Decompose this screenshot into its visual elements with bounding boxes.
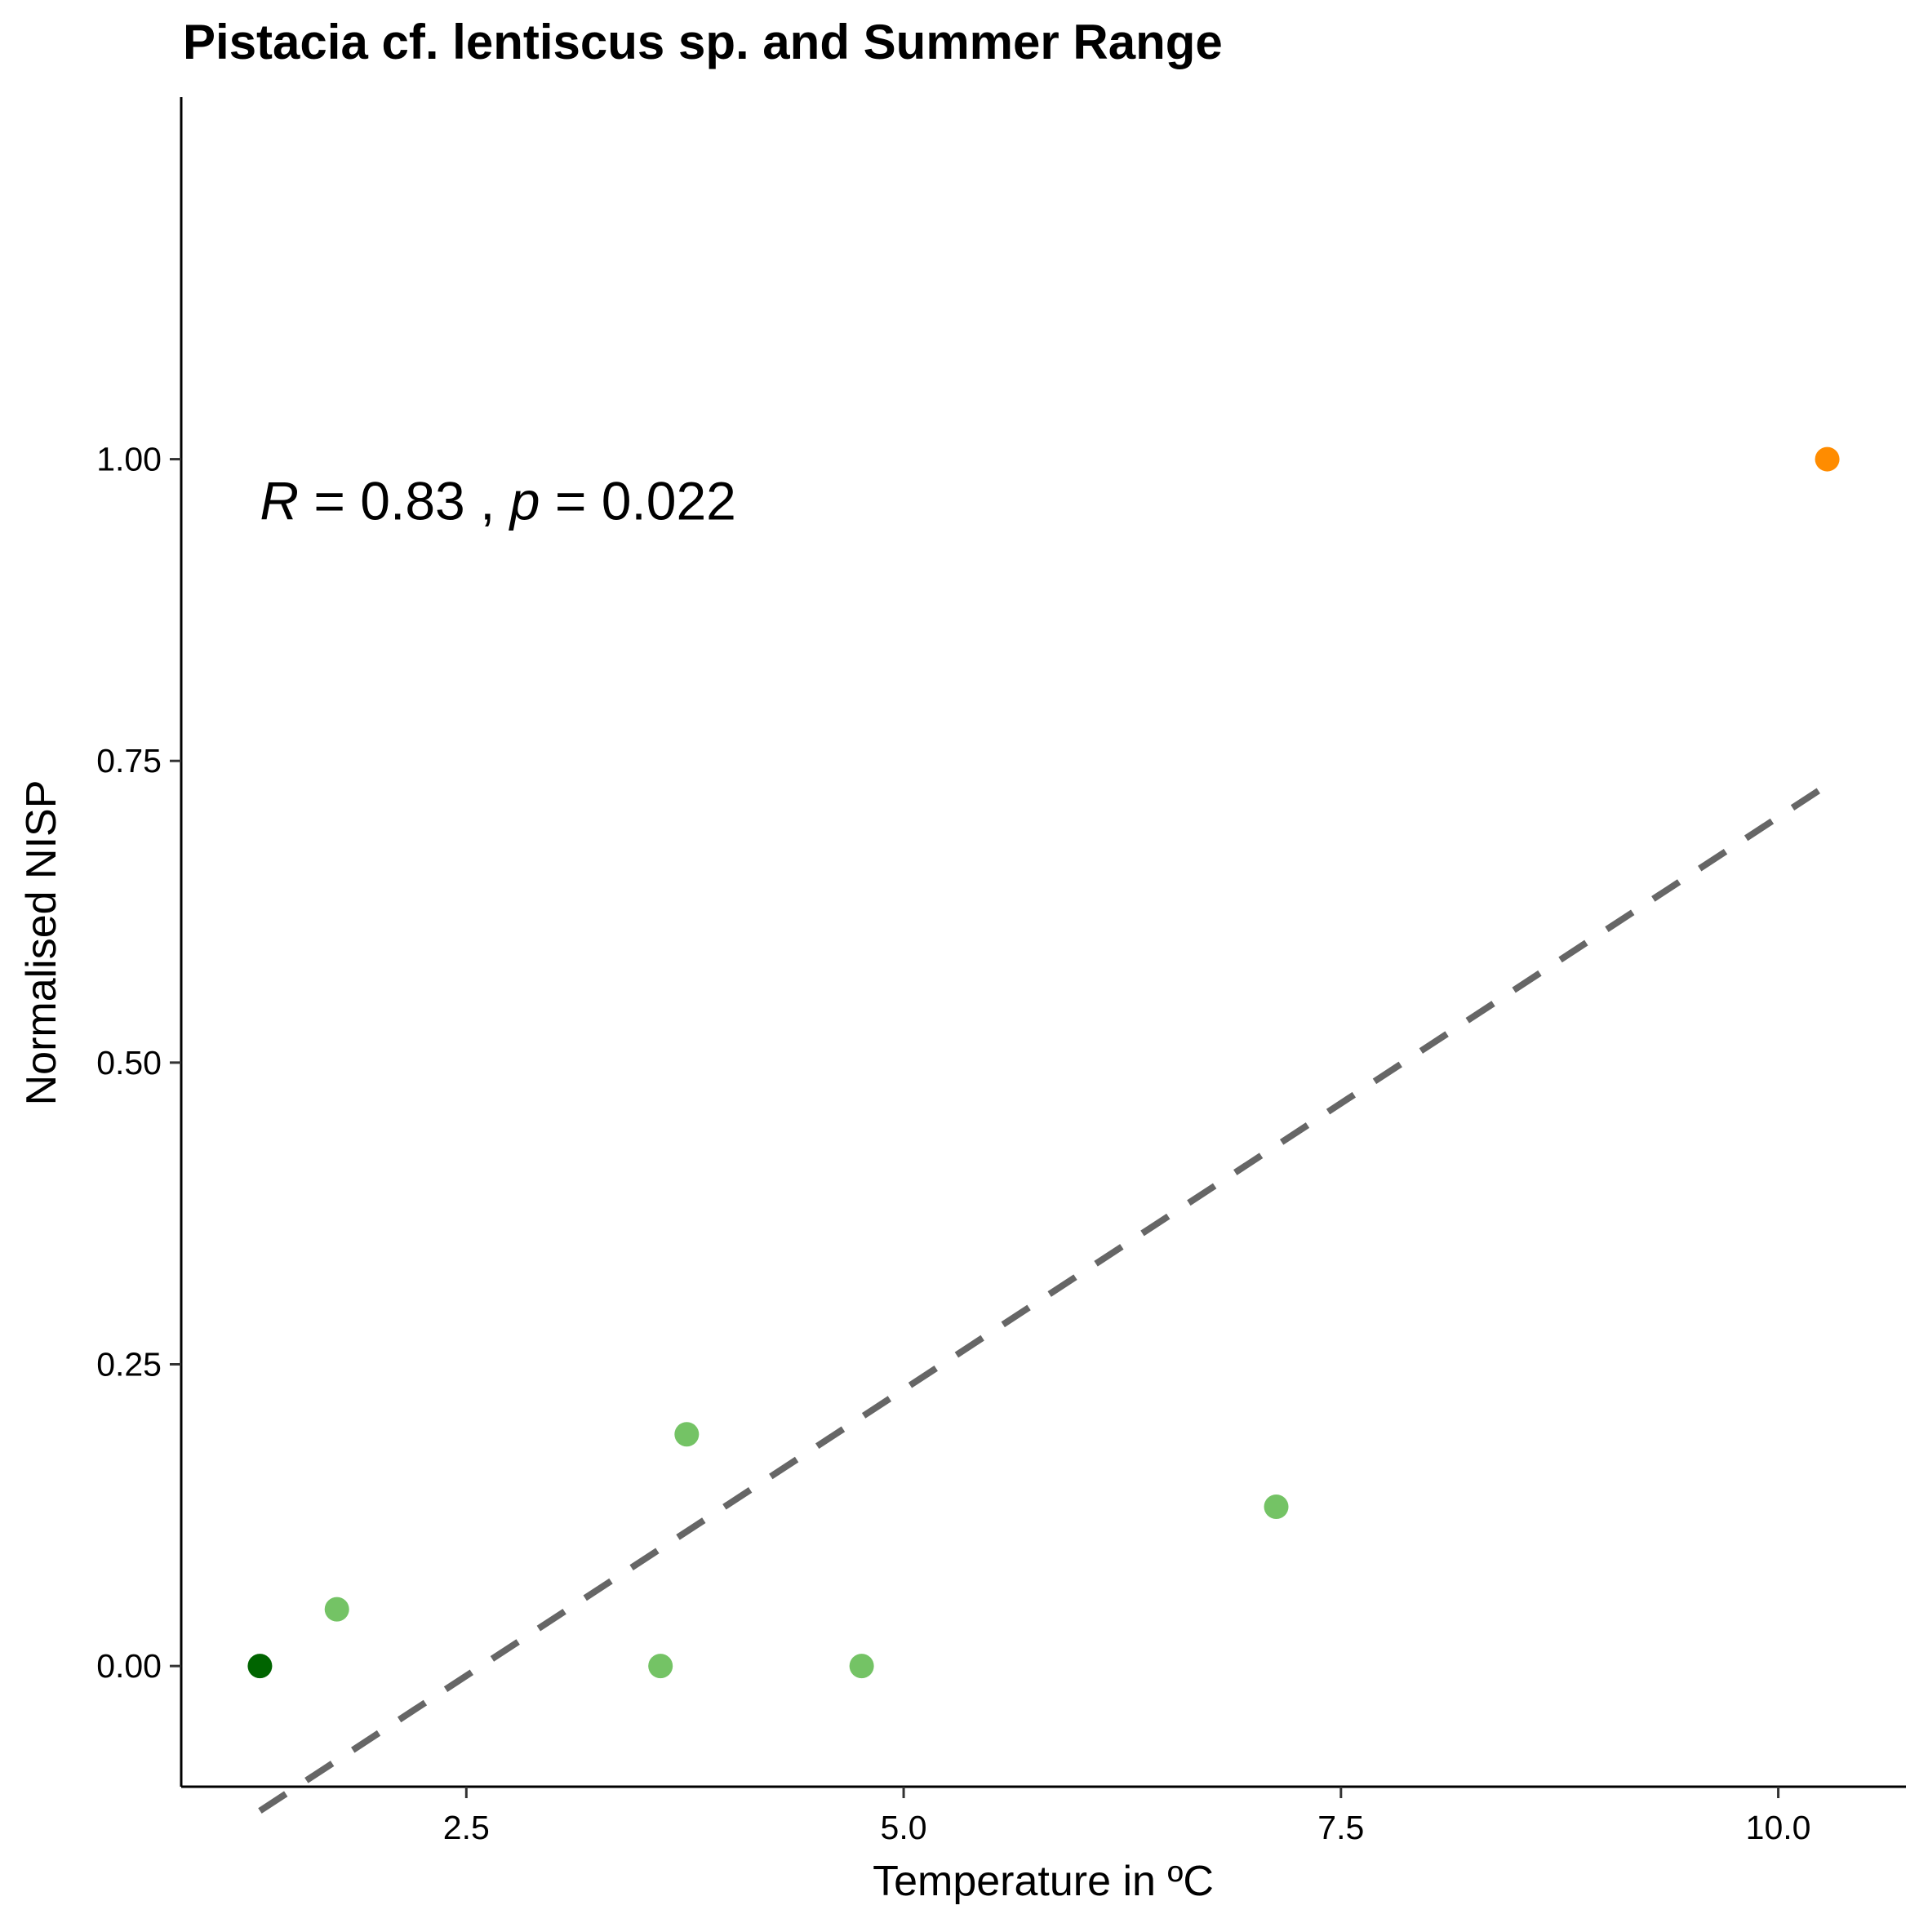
data-point bbox=[674, 1422, 700, 1447]
y-tick-label: 0.50 bbox=[96, 1044, 162, 1081]
p-value: = 0.022 bbox=[540, 470, 736, 531]
data-point bbox=[324, 1597, 349, 1622]
data-point bbox=[1264, 1494, 1289, 1519]
x-tick-label: 10.0 bbox=[1746, 1809, 1811, 1846]
data-point bbox=[648, 1654, 673, 1679]
r-symbol: R bbox=[260, 470, 299, 531]
axis-ticks: 0.00 0.25 0.50 0.75 1.00 2.5 5.0 7.5 10.0 bbox=[96, 441, 1810, 1846]
y-tick-label: 0.75 bbox=[96, 742, 162, 779]
correlation-annotation: R = 0.83 , p = 0.022 bbox=[260, 470, 735, 531]
plot-area bbox=[247, 446, 1840, 1814]
trend-line bbox=[258, 782, 1829, 1814]
r-value: = 0.83 , bbox=[299, 470, 510, 531]
y-tick-label: 0.25 bbox=[96, 1346, 162, 1383]
x-axis-title: Temperature in ºC bbox=[873, 1858, 1214, 1905]
x-tick-label: 2.5 bbox=[443, 1809, 490, 1846]
x-tick-label: 5.0 bbox=[881, 1809, 927, 1846]
y-tick-label: 1.00 bbox=[96, 441, 162, 478]
data-point bbox=[849, 1654, 874, 1679]
data-point bbox=[247, 1654, 273, 1679]
data-point bbox=[1815, 446, 1840, 472]
p-symbol: p bbox=[509, 470, 540, 531]
y-tick-label: 0.00 bbox=[96, 1647, 162, 1685]
y-axis-title: Normalised NISP bbox=[18, 780, 65, 1106]
chart-title: Pistacia cf. lentiscus sp. and Summer Ra… bbox=[183, 15, 1223, 69]
x-tick-label: 7.5 bbox=[1317, 1809, 1364, 1846]
